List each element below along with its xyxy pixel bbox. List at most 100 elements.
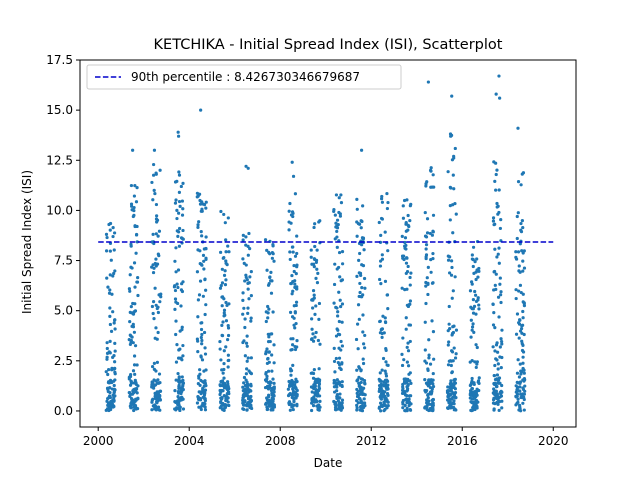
- data-point: [178, 407, 182, 411]
- data-point: [408, 371, 412, 375]
- data-point: [266, 283, 271, 287]
- data-point: [227, 358, 231, 362]
- data-point: [494, 272, 498, 276]
- data-point: [134, 380, 138, 385]
- data-point: [272, 259, 276, 263]
- y-tick-label: 10.0: [46, 203, 73, 217]
- data-point: [246, 244, 250, 248]
- data-point: [180, 325, 184, 329]
- data-point: [295, 404, 299, 408]
- data-point: [151, 173, 156, 177]
- data-point: [221, 320, 225, 324]
- data-point: [495, 255, 499, 259]
- data-point: [317, 301, 322, 306]
- data-point: [474, 312, 478, 316]
- data-point: [267, 395, 271, 399]
- data-point: [222, 308, 227, 312]
- data-point: [379, 282, 383, 286]
- data-point: [408, 275, 412, 280]
- data-point: [362, 276, 367, 281]
- data-point: [334, 334, 339, 338]
- data-point: [111, 310, 115, 314]
- data-point: [241, 257, 245, 261]
- data-point: [131, 391, 136, 395]
- data-point: [241, 291, 245, 295]
- data-point: [110, 368, 114, 372]
- data-point: [197, 397, 202, 402]
- data-point: [378, 319, 382, 324]
- data-point: [196, 223, 200, 227]
- data-point: [272, 393, 276, 397]
- data-point: [385, 191, 389, 196]
- data-point: [173, 297, 178, 301]
- data-point: [292, 316, 296, 320]
- data-point: [309, 385, 314, 389]
- data-point: [380, 257, 385, 261]
- data-point: [470, 387, 474, 391]
- data-point: [151, 270, 156, 275]
- data-point: [247, 297, 251, 301]
- data-point: [311, 306, 315, 310]
- data-point: [156, 234, 160, 238]
- data-point: [378, 277, 382, 282]
- data-point: [361, 330, 365, 334]
- data-point: [108, 339, 112, 343]
- data-point: [498, 276, 502, 280]
- data-point: [426, 384, 430, 388]
- data-point: [104, 249, 109, 253]
- data-point: [128, 310, 132, 315]
- data-point: [135, 406, 140, 411]
- data-point: [202, 381, 206, 385]
- data-point: [243, 354, 247, 358]
- data-point: [272, 403, 276, 407]
- data-point: [431, 397, 435, 402]
- data-point: [473, 396, 477, 400]
- data-point: [355, 403, 359, 407]
- data-point: [424, 247, 428, 251]
- data-point: [451, 173, 455, 177]
- data-point: [454, 212, 458, 216]
- data-point: [288, 250, 292, 254]
- data-point: [358, 281, 362, 286]
- data-point: [430, 380, 434, 384]
- data-point: [150, 408, 154, 412]
- data-point: [362, 342, 366, 346]
- data-point: [404, 327, 408, 331]
- data-point: [311, 298, 315, 302]
- data-point: [494, 92, 498, 96]
- data-point: [423, 210, 427, 215]
- data-point: [377, 377, 381, 382]
- data-point: [291, 337, 295, 341]
- data-point: [173, 284, 177, 288]
- data-point: [128, 320, 132, 324]
- data-point: [514, 250, 518, 254]
- data-point: [294, 321, 298, 326]
- data-point: [449, 389, 453, 393]
- data-point: [363, 346, 367, 350]
- data-point: [359, 148, 364, 152]
- data-point: [403, 288, 407, 292]
- data-point: [113, 370, 117, 374]
- data-point: [292, 263, 296, 268]
- data-point: [448, 406, 452, 410]
- data-point: [105, 351, 110, 355]
- data-point: [424, 361, 429, 365]
- data-point: [424, 284, 428, 288]
- data-point: [405, 388, 410, 392]
- data-point: [151, 198, 155, 202]
- data-point: [335, 218, 340, 222]
- y-axis-label: Initial Spread Index (ISI): [20, 170, 34, 314]
- data-point: [179, 184, 183, 189]
- data-point: [133, 344, 138, 348]
- data-point: [134, 398, 138, 402]
- data-point: [475, 268, 479, 272]
- data-point: [155, 360, 159, 364]
- data-point: [522, 266, 527, 270]
- data-point: [341, 262, 345, 266]
- data-point: [425, 231, 430, 235]
- data-point: [471, 322, 475, 326]
- data-point: [472, 382, 476, 387]
- data-point: [492, 269, 497, 274]
- data-point: [177, 173, 182, 177]
- data-point: [384, 372, 388, 376]
